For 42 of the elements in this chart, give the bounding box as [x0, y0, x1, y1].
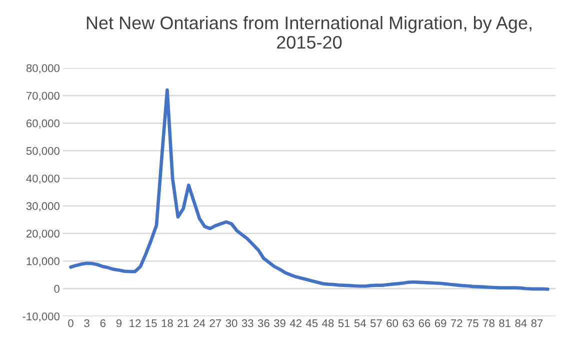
y-tick-label: 80,000 [26, 64, 60, 74]
y-tick-label: 40,000 [26, 174, 60, 184]
y-tick-label: -10,000 [22, 312, 60, 322]
y-tick-label: 20,000 [26, 230, 60, 239]
y-tick-label: 10,000 [26, 257, 60, 266]
x-tick-label: 60 [386, 319, 398, 328]
x-tick-label: 57 [370, 319, 382, 328]
x-tick-label: 81 [499, 319, 510, 328]
y-tick-label: 50,000 [26, 147, 60, 156]
x-tick-label: 69 [434, 319, 446, 328]
x-tick-label: 75 [467, 319, 478, 328]
x-tick-label: 87 [531, 319, 543, 328]
x-tick-label: 72 [450, 319, 462, 328]
x-tick-label: 30 [226, 319, 238, 328]
x-tick-label: 42 [290, 319, 302, 328]
x-tick-label: 33 [242, 319, 254, 328]
x-tick-label: 21 [178, 319, 189, 328]
x-tick-label: 36 [258, 319, 270, 328]
x-tick-label: 15 [146, 319, 157, 328]
x-tick-label: 66 [418, 319, 430, 328]
x-tick-label: 9 [116, 319, 122, 328]
line-series [69, 88, 550, 291]
x-tick-label: 27 [210, 319, 222, 328]
x-tick-label: 6 [100, 319, 106, 328]
x-tick-label: 45 [306, 319, 318, 328]
x-tick-label: 84 [515, 319, 527, 328]
x-tick-label: 51 [338, 319, 350, 328]
x-tick-label: 0 [68, 319, 74, 328]
y-tick-label: 70,000 [26, 92, 60, 102]
y-tick-label: 0 [54, 284, 60, 293]
x-tick-label: 63 [402, 319, 414, 328]
y-tick-label: 30,000 [26, 202, 60, 212]
x-tick-label: 78 [483, 319, 494, 328]
x-tick-label: 18 [162, 319, 173, 328]
x-tick-label: 54 [354, 319, 366, 328]
x-tick-label: 48 [322, 319, 334, 328]
x-tick-label: 12 [130, 319, 141, 328]
x-tick-label: 39 [274, 319, 286, 328]
x-tick-label: 24 [194, 319, 206, 328]
x-tick-label: 3 [84, 319, 90, 328]
chart-title: Net New Ontarians from International Migration, by Age, 2015-20 [86, 16, 532, 49]
y-tick-label: 60,000 [26, 119, 60, 129]
